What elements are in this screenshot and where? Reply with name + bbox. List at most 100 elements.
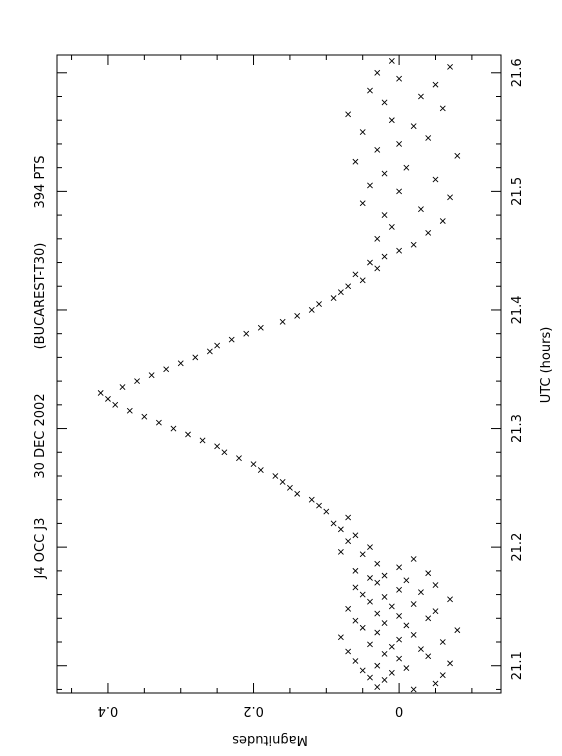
- title-object: J4 OCC J3: [33, 518, 48, 580]
- data-point: [374, 560, 381, 567]
- data-point: [439, 639, 446, 645]
- data-point: [447, 596, 453, 603]
- data-point: [388, 58, 395, 64]
- data-point: [337, 548, 344, 555]
- data-point: [425, 653, 432, 660]
- data-point: [381, 594, 388, 600]
- data-point: [454, 627, 461, 634]
- data-point: [148, 372, 155, 379]
- data-point: [141, 413, 148, 420]
- data-point: [374, 579, 381, 586]
- utc-tick-label: 21.3: [510, 414, 525, 443]
- mag-tick-label: 0.2: [243, 703, 264, 718]
- data-point: [381, 677, 388, 683]
- data-point: [367, 259, 373, 266]
- data-point: [367, 575, 373, 581]
- data-point: [447, 63, 453, 70]
- data-points: [97, 58, 461, 693]
- data-point: [374, 265, 381, 272]
- data-point: [345, 605, 352, 612]
- title-observer: (BUCAREST-T30): [33, 243, 48, 350]
- data-point: [337, 289, 344, 296]
- data-point: [396, 655, 403, 662]
- data-point: [381, 572, 388, 579]
- data-point: [381, 212, 388, 219]
- data-point: [272, 473, 279, 479]
- title-date: 30 DEC 2002: [33, 393, 48, 478]
- data-point: [403, 622, 410, 629]
- data-point: [330, 295, 337, 302]
- title-point-count: 394 PTS: [33, 156, 48, 209]
- data-point: [119, 384, 126, 390]
- data-point: [105, 395, 111, 402]
- data-point: [367, 598, 373, 605]
- x-axis-title: UTC (hours): [539, 327, 554, 404]
- data-point: [374, 629, 381, 636]
- data-point: [316, 301, 322, 307]
- data-point: [410, 601, 417, 607]
- data-point: [134, 378, 140, 385]
- data-point: [439, 218, 446, 224]
- data-point: [345, 111, 352, 118]
- data-point: [126, 407, 133, 414]
- data-point: [294, 490, 301, 497]
- data-point: [396, 612, 403, 619]
- data-point: [279, 318, 286, 325]
- data-point: [345, 538, 352, 545]
- y-axis-title: Magnitudes: [232, 732, 308, 747]
- plot-frame: [56, 54, 502, 694]
- data-point: [432, 680, 439, 687]
- data-point: [425, 570, 432, 577]
- data-point: [112, 401, 119, 408]
- data-point: [257, 324, 264, 331]
- data-point: [214, 443, 221, 450]
- data-point: [337, 634, 344, 641]
- data-point: [425, 229, 432, 236]
- data-point: [170, 425, 177, 432]
- data-point: [454, 152, 461, 159]
- data-point: [396, 564, 403, 571]
- data-point: [206, 348, 213, 355]
- data-point: [359, 129, 366, 136]
- tick-marks: [57, 55, 501, 693]
- data-point: [432, 608, 439, 615]
- data-point: [367, 674, 373, 681]
- data-point: [359, 200, 366, 207]
- data-point: [155, 419, 162, 426]
- data-point: [388, 117, 395, 124]
- data-point: [374, 235, 381, 242]
- data-point: [345, 514, 352, 521]
- data-point: [403, 577, 410, 584]
- data-point: [447, 660, 453, 667]
- data-point: [367, 87, 373, 94]
- utc-tick-label: 21.6: [510, 58, 525, 87]
- data-point: [185, 431, 191, 438]
- data-point: [199, 437, 206, 444]
- data-point: [97, 390, 104, 396]
- data-point: [330, 520, 337, 527]
- data-point: [403, 164, 410, 171]
- data-point: [345, 648, 352, 655]
- data-point: [243, 330, 250, 337]
- data-point: [323, 508, 330, 515]
- data-point: [425, 135, 432, 141]
- data-point: [374, 610, 381, 617]
- data-point: [308, 307, 315, 313]
- data-point: [286, 484, 293, 491]
- data-point: [432, 81, 439, 88]
- data-point: [367, 641, 373, 648]
- data-point: [214, 342, 221, 349]
- data-point: [396, 188, 403, 195]
- data-point: [410, 631, 417, 638]
- data-point: [177, 360, 184, 367]
- utc-tick-label: 21.5: [510, 177, 525, 206]
- data-point: [236, 455, 242, 462]
- data-point: [418, 646, 424, 653]
- data-point: [388, 643, 395, 650]
- data-point: [388, 603, 395, 610]
- data-point: [396, 75, 403, 82]
- data-point: [308, 496, 315, 503]
- data-point: [381, 99, 388, 106]
- data-point: [381, 253, 388, 260]
